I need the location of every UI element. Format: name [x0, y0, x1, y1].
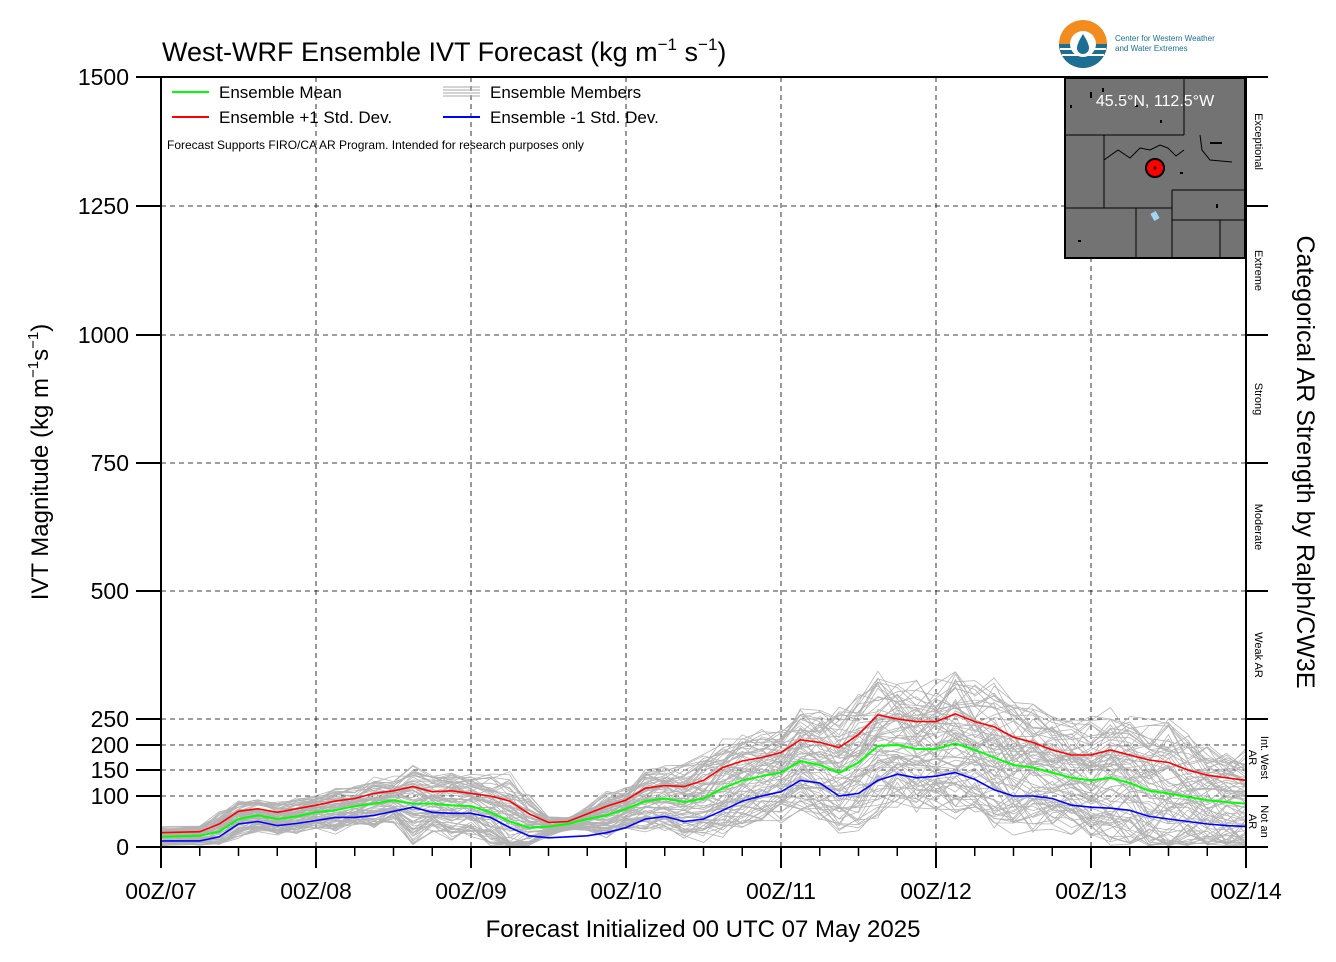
y-axis-label-main: IVT Magnitude (kg m — [27, 378, 54, 600]
x-tick-label: 00Z/11 — [746, 878, 816, 904]
inset-map-lake — [1150, 211, 1160, 221]
category-label-line: Weak AR — [1252, 632, 1264, 678]
ensemble-member-line — [161, 745, 1246, 841]
x-tick-label: 00Z/09 — [435, 878, 507, 904]
ensemble-statistics — [161, 713, 1246, 842]
y-tick-label: 500 — [91, 578, 129, 604]
grid — [161, 77, 1246, 847]
ensemble-member-line — [161, 713, 1246, 834]
x-tick-label: 00Z/12 — [900, 878, 972, 904]
category-label-line: Int. West — [1258, 736, 1270, 779]
category-label-line: Not an — [1258, 805, 1270, 837]
chart-title-exp1: −1 — [658, 35, 677, 54]
ensemble-member-line — [161, 684, 1246, 832]
y-tick-label: 1000 — [78, 322, 129, 348]
x-tick-label: 00Z/14 — [1210, 878, 1282, 904]
chart-title: West-WRF Ensemble IVT Forecast (kg m−1 s… — [162, 35, 726, 67]
y-tick-label: 150 — [91, 757, 129, 783]
legend-label-plus-std: Ensemble +1 Std. Dev. — [219, 108, 392, 127]
ensemble-member-line — [161, 714, 1246, 836]
y-axis-label: IVT Magnitude (kg m−1s−1) — [25, 324, 54, 601]
chart-title-exp2: −1 — [698, 35, 717, 54]
y-tick-label: 100 — [91, 783, 129, 809]
y-axis-label-end: ) — [27, 324, 54, 332]
category-label: Exceptional — [1252, 113, 1264, 170]
chart-title-end: ) — [717, 37, 726, 67]
ensemble-member-line — [161, 678, 1246, 834]
inset-map-features — [1070, 88, 1222, 242]
legend-label-ensemble-mean: Ensemble Mean — [219, 83, 342, 102]
y-tick-label: 250 — [91, 706, 129, 732]
ensemble-member-line — [161, 773, 1246, 846]
x-tick-label: 00Z/07 — [125, 878, 197, 904]
ensemble-member-line — [161, 794, 1246, 847]
svg-text:and Water Extremes: and Water Extremes — [1115, 44, 1188, 53]
ensemble-member-line — [161, 678, 1246, 828]
legend-swatch-members — [443, 86, 480, 97]
category-label-line: Moderate — [1252, 504, 1264, 550]
ensemble-member-line — [161, 753, 1246, 844]
y-axis-label-mid: s — [27, 349, 54, 361]
inset-map-location-label: 45.5°N, 112.5°W — [1096, 93, 1215, 110]
category-label-line: Strong — [1252, 383, 1264, 415]
ensemble-member-line — [161, 755, 1246, 841]
x-axis-label: Forecast Initialized 00 UTC 07 May 2025 — [486, 916, 921, 943]
category-label: Weak AR — [1252, 632, 1264, 678]
legend: Ensemble Mean Ensemble +1 Std. Dev. Ense… — [167, 83, 659, 152]
ensemble-member-line — [161, 764, 1246, 845]
category-label-line: Extreme — [1252, 250, 1264, 291]
x-tick-label: 00Z/13 — [1055, 878, 1127, 904]
category-label: Moderate — [1252, 504, 1264, 550]
x-tick-label: 00Z/08 — [280, 878, 352, 904]
research-note: Forecast Supports FIRO/CA AR Program. In… — [167, 138, 584, 152]
category-label-line: Exceptional — [1252, 113, 1264, 170]
y-axis-label-exp2: −1 — [25, 332, 42, 349]
category-label-line: AR — [1246, 750, 1258, 765]
inset-map: 45.5°N, 112.5°W — [1064, 77, 1246, 259]
ensemble-member-line — [161, 670, 1246, 832]
chart-title-main: West-WRF Ensemble IVT Forecast (kg m — [162, 37, 658, 67]
x-tick-label: 00Z/10 — [590, 878, 662, 904]
y-tick-label: 0 — [116, 834, 129, 860]
y-tick-label: 750 — [91, 450, 129, 476]
legend-label-members: Ensemble Members — [490, 83, 641, 102]
chart-title-mid: s — [677, 37, 698, 67]
ensemble-member-line — [161, 680, 1246, 829]
svg-text:Center for Western Weather: Center for Western Weather — [1115, 34, 1215, 43]
inset-map-borders — [1066, 78, 1245, 258]
legend-label-minus-std: Ensemble -1 Std. Dev. — [490, 108, 659, 127]
y-tick-label: 1250 — [78, 193, 129, 219]
ensemble-members — [161, 670, 1246, 847]
ensemble-member-line — [161, 710, 1246, 835]
ensemble-member-line — [161, 677, 1246, 827]
y-tick-label: 1500 — [78, 64, 129, 90]
cw3e-logo-icon: Center for Western Weather and Water Ext… — [1059, 20, 1215, 68]
ensemble-member-line — [161, 750, 1246, 846]
series-line-ensemble-mean — [161, 742, 1246, 838]
category-label: Strong — [1252, 383, 1264, 415]
y-tick-label: 200 — [91, 732, 129, 758]
category-label: Extreme — [1252, 250, 1264, 291]
ensemble-member-line — [161, 671, 1246, 832]
series-line-ensemble-1-std-dev — [161, 713, 1246, 834]
series-line-ensemble-1-std-dev — [161, 771, 1246, 842]
location-marker-center — [1153, 166, 1157, 170]
ensemble-member-line — [161, 776, 1246, 847]
ensemble-member-line — [161, 781, 1246, 847]
category-label-line: AR — [1246, 814, 1258, 829]
y-axis-label-exp1: −1 — [25, 361, 42, 378]
right-axis-label: Categorical AR Strength by Ralph/CW3E — [1291, 236, 1319, 689]
